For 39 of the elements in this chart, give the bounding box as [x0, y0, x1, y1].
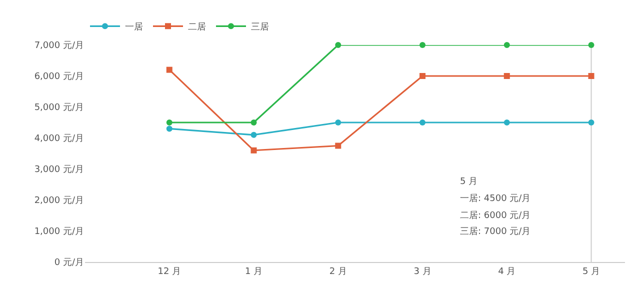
x-tick-label: 12 月: [158, 266, 182, 277]
x-tick-label: 1 月: [244, 266, 263, 277]
y-tick-label: 5,000 元/月: [34, 102, 84, 114]
annotation: 一居: 4500 元/月: [460, 193, 531, 204]
y-tick-label: 2,000 元/月: [34, 195, 84, 206]
point: [166, 126, 172, 132]
point: [420, 120, 426, 126]
point: [335, 142, 342, 149]
y-tick-label: 6,000 元/月: [34, 71, 84, 82]
point: [504, 120, 510, 126]
legend-label: 三居: [251, 22, 269, 33]
point: [504, 73, 510, 79]
point: [335, 42, 342, 48]
y-tick-label: 4,000 元/月: [34, 133, 84, 144]
y-tick-label: 1,000 元/月: [34, 226, 84, 238]
point: [420, 42, 426, 48]
x-tick-label: 3 月: [414, 266, 432, 277]
point: [250, 120, 257, 126]
y-tick-label: 0 元/月: [54, 257, 84, 268]
point: [250, 147, 257, 154]
x-tick-label: 5 月: [582, 266, 600, 277]
point: [420, 73, 426, 79]
y-tick-label: 7,000 元/月: [34, 40, 84, 52]
point: [250, 132, 257, 138]
x-tick-label: 4 月: [498, 266, 516, 277]
point: [588, 120, 594, 126]
y-tick-label: 3,000 元/月: [34, 164, 84, 176]
legend-label: 一居: [125, 22, 143, 33]
point: [504, 42, 510, 48]
point: [166, 66, 172, 73]
annotation: 5 月: [460, 177, 478, 187]
annotation: 三居: 7000 元/月: [460, 226, 531, 237]
point: [588, 73, 594, 79]
point: [166, 120, 172, 126]
point: [335, 120, 342, 126]
point: [588, 42, 594, 48]
x-tick-label: 2 月: [329, 266, 347, 277]
annotation: 二居: 6000 元/月: [460, 210, 531, 221]
legend-label: 二居: [188, 22, 206, 33]
